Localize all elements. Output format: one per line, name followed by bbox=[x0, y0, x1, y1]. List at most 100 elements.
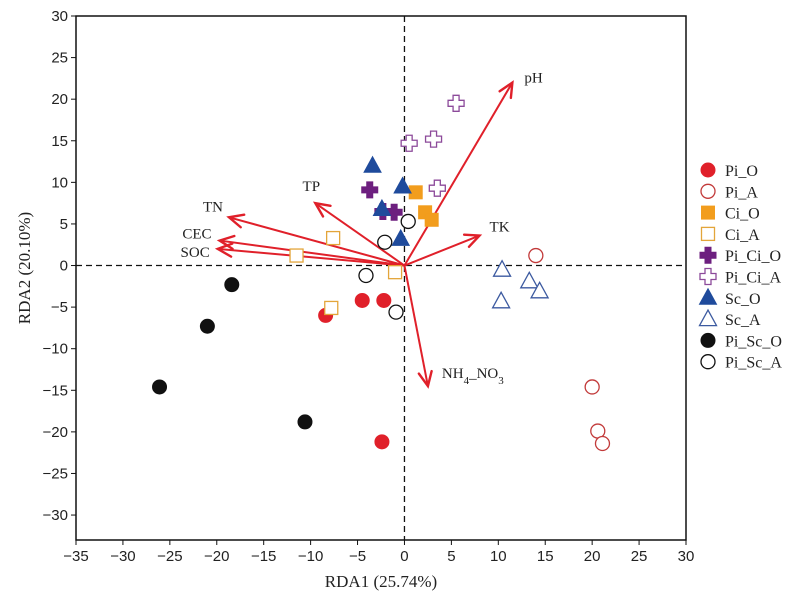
y-tick-label: −25 bbox=[43, 465, 68, 482]
legend-label: Ci_A bbox=[725, 227, 760, 244]
y-tick-label: −30 bbox=[43, 507, 68, 524]
legend-marker bbox=[700, 332, 716, 348]
data-point-ci-a bbox=[289, 248, 304, 263]
env-vector-label: TK bbox=[490, 220, 510, 236]
zero-lines bbox=[76, 16, 686, 540]
y-tick-label: −20 bbox=[43, 424, 68, 441]
data-point-pi-ci-a bbox=[428, 179, 446, 197]
legend-marker bbox=[698, 308, 718, 327]
y-tick-label: −5 bbox=[51, 299, 68, 316]
env-vector-arrowhead bbox=[462, 233, 483, 249]
env-vector-line bbox=[403, 265, 429, 387]
x-tick-label: −20 bbox=[204, 548, 229, 565]
env-vector-line bbox=[228, 216, 405, 267]
legend-marker bbox=[700, 162, 716, 178]
env-vector-line bbox=[404, 234, 480, 267]
legend-label: Sc_A bbox=[725, 312, 761, 329]
y-tick-label: 20 bbox=[51, 91, 68, 108]
x-tick-label: 30 bbox=[678, 548, 695, 565]
env-vector-label: NH4_NO3 bbox=[442, 366, 504, 387]
data-point-pi-ci-a bbox=[400, 134, 418, 152]
data-point-pi-sc-o bbox=[199, 318, 215, 334]
data-point-pi-sc-o bbox=[297, 414, 313, 430]
env-vector-arrowhead bbox=[312, 201, 332, 218]
data-point-pi-ci-o bbox=[361, 181, 379, 199]
x-tick-label: −30 bbox=[110, 548, 135, 565]
env-vector-label: CEC bbox=[182, 227, 211, 243]
x-tick-label: 15 bbox=[537, 548, 554, 565]
env-vector-label: TP bbox=[303, 179, 321, 195]
data-point-pi-ci-a bbox=[424, 130, 443, 148]
data-point-ci-a bbox=[324, 300, 339, 316]
data-point-pi-o bbox=[376, 292, 392, 308]
data-point-sc-o bbox=[393, 176, 412, 194]
data-point-pi-o bbox=[354, 292, 370, 308]
data-point-ci-o bbox=[424, 212, 439, 227]
data-point-sc-a bbox=[492, 259, 512, 277]
legend-marker bbox=[700, 183, 716, 199]
data-point-pi-a bbox=[584, 379, 600, 395]
env-vector-line bbox=[314, 202, 406, 267]
y-tick-label: −10 bbox=[43, 341, 68, 358]
env-vectors-layer: pH TK TP TN CEC SOC NH4_NO3 bbox=[181, 71, 543, 389]
legend-marker bbox=[700, 354, 716, 370]
env-vector-line bbox=[219, 239, 405, 267]
data-point-pi-sc-o bbox=[152, 379, 168, 395]
x-tick-label: 25 bbox=[631, 548, 648, 565]
data-point-pi-a bbox=[528, 247, 544, 264]
y-tick-label: 15 bbox=[51, 133, 68, 150]
x-tick-label: 0 bbox=[400, 548, 408, 565]
x-tick-label: −10 bbox=[298, 548, 323, 565]
y-tick-label: 30 bbox=[51, 8, 68, 25]
env-vector-arrowhead bbox=[417, 369, 433, 389]
y-tick-label: 10 bbox=[51, 174, 68, 191]
x-tick-label: −5 bbox=[349, 548, 366, 565]
ticks-layer: −35 −30 −25 −20 −15 −10 −5 0 5 10 15 20 25 30 −30 −25 −2… bbox=[43, 8, 695, 565]
legend: Pi_O Pi_A Ci_O Ci_A Pi_Ci_O Pi_Ci_A Sc_O Sc_A Pi… bbox=[698, 162, 782, 372]
data-point-sc-a bbox=[491, 290, 511, 309]
env-vector-label: TN bbox=[203, 199, 223, 215]
legend-marker bbox=[700, 226, 716, 242]
data-point-pi-o bbox=[374, 434, 390, 450]
legend-label: Pi_Sc_A bbox=[725, 355, 782, 372]
data-point-ci-a bbox=[387, 265, 403, 280]
env-vector-label: pH bbox=[524, 71, 543, 87]
legend-marker bbox=[699, 267, 717, 286]
y-tick-label: 5 bbox=[60, 216, 68, 233]
legend-label: Pi_Ci_A bbox=[725, 270, 781, 287]
x-tick-label: 20 bbox=[584, 548, 601, 565]
x-tick-label: −35 bbox=[63, 548, 88, 565]
env-vector-arrowhead bbox=[498, 80, 514, 100]
legend-label: Sc_O bbox=[725, 291, 761, 308]
data-point-pi-sc-a bbox=[358, 267, 374, 284]
env-vector-arrowhead bbox=[214, 242, 234, 258]
data-point-pi-sc-a bbox=[377, 234, 393, 250]
legend-label: Pi_A bbox=[725, 184, 758, 201]
plot-frame bbox=[75, 15, 687, 541]
data-point-ci-a bbox=[325, 230, 341, 246]
points-layer bbox=[152, 94, 611, 452]
env-vector-label: SOC bbox=[181, 245, 210, 261]
legend-label: Ci_O bbox=[725, 206, 760, 223]
data-point-sc-a bbox=[519, 270, 539, 289]
data-point-pi-ci-a bbox=[447, 94, 465, 112]
x-axis-title: RDA1 (25.74%) bbox=[325, 572, 437, 591]
y-tick-label: 0 bbox=[60, 258, 68, 275]
x-tick-label: 5 bbox=[447, 548, 455, 565]
data-point-sc-o bbox=[391, 228, 411, 246]
data-point-sc-o bbox=[372, 198, 392, 216]
legend-marker bbox=[699, 246, 717, 264]
x-tick-label: −15 bbox=[251, 548, 276, 565]
data-point-sc-o bbox=[363, 155, 382, 173]
y-tick-label: −15 bbox=[43, 382, 68, 399]
legend-label: Pi_O bbox=[725, 163, 758, 180]
legend-marker bbox=[701, 205, 715, 220]
data-point-pi-sc-o bbox=[224, 277, 240, 293]
data-point-pi-a bbox=[594, 435, 611, 452]
data-point-sc-a bbox=[530, 280, 550, 299]
y-axis-title: RDA2 (20.10%) bbox=[15, 212, 34, 324]
legend-marker bbox=[698, 287, 718, 305]
legend-label: Pi_Sc_O bbox=[725, 333, 782, 350]
env-vector-line bbox=[217, 247, 405, 267]
